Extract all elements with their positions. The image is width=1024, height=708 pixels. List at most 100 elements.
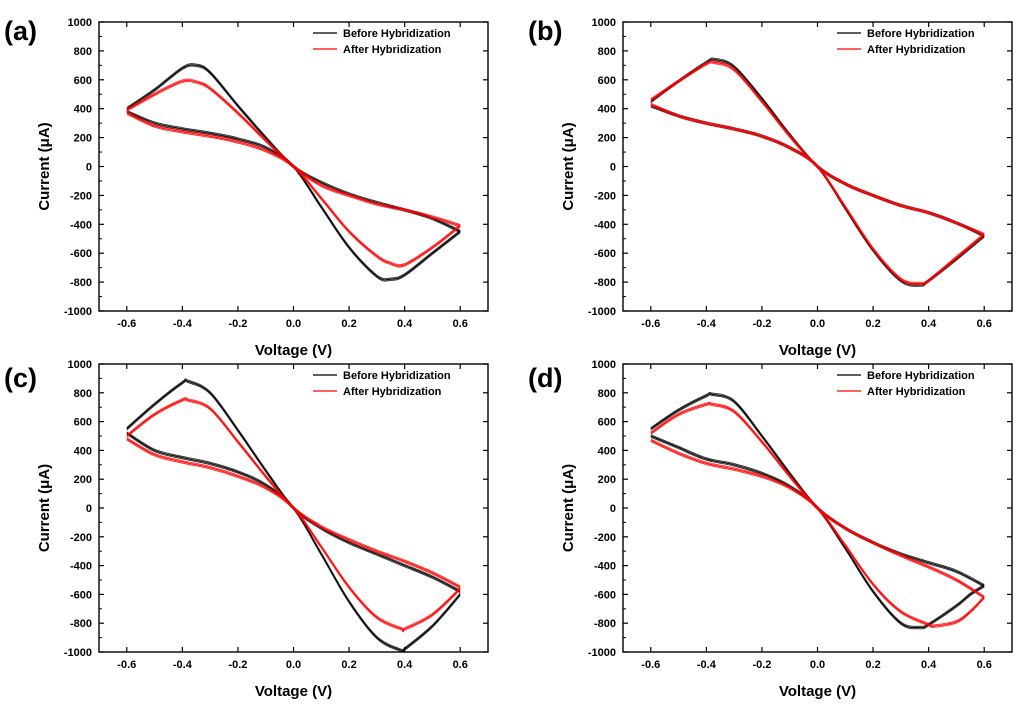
y-tick-label: -600: [70, 248, 92, 260]
panel-label: (b): [528, 16, 562, 46]
cv-forward-sweep: [126, 78, 461, 225]
cv-reverse-sweep: [650, 103, 985, 285]
y-axis-title: Current (μA): [560, 464, 577, 552]
cv-reverse-sweep: [650, 441, 985, 629]
x-tick-label: 0.0: [286, 318, 301, 330]
series-before: [650, 57, 985, 287]
cv-reverse-sweep: [126, 432, 461, 652]
series-after: [650, 59, 985, 286]
cv-reverse-sweep: [650, 439, 985, 627]
y-tick-label: -400: [70, 561, 92, 573]
cv-forward-sweep: [650, 57, 985, 236]
x-tick-label: 0.4: [397, 318, 413, 330]
cv-reverse-sweep: [650, 438, 985, 626]
cv-reverse-sweep: [650, 102, 985, 284]
cv-reverse-sweep: [650, 436, 985, 630]
cv-forward-sweep: [126, 399, 461, 589]
y-tick-label: 600: [598, 417, 616, 429]
x-tick-label: -0.4: [173, 318, 193, 330]
y-tick-label: -800: [70, 618, 92, 630]
y-tick-label: 800: [598, 388, 616, 400]
y-tick-label: 1000: [68, 17, 92, 29]
y-tick-label: 600: [74, 417, 92, 429]
legend-label: After Hybridization: [343, 44, 442, 56]
x-tick-label: 0.4: [397, 659, 413, 671]
y-tick-label: -200: [594, 190, 616, 202]
y-tick-label: 200: [74, 474, 92, 486]
cv-forward-sweep: [650, 61, 985, 235]
legend-label: Before Hybridization: [343, 370, 451, 382]
cv-reverse-sweep: [650, 105, 985, 286]
y-tick-label: -1000: [64, 647, 92, 659]
x-tick-label: -0.4: [173, 659, 193, 671]
x-tick-label: -0.2: [752, 318, 771, 330]
x-tick-label: -0.6: [641, 659, 660, 671]
y-tick-label: 400: [598, 104, 616, 116]
x-axis-title: Voltage (V): [255, 342, 332, 359]
series-after: [126, 396, 461, 633]
x-tick-label: 0.4: [921, 659, 937, 671]
y-tick-label: -400: [70, 219, 92, 231]
cv-forward-sweep: [126, 398, 461, 588]
x-tick-label: 0.2: [865, 318, 880, 330]
cv-forward-sweep: [650, 402, 985, 598]
x-tick-label: -0.2: [752, 659, 771, 671]
x-tick-label: -0.6: [117, 318, 136, 330]
cv-reverse-sweep: [126, 111, 461, 266]
y-tick-label: -1000: [588, 647, 616, 659]
cv-forward-sweep: [650, 59, 985, 238]
cv-reverse-sweep: [126, 112, 461, 282]
cv-reverse-sweep: [126, 113, 461, 268]
panel-label: (a): [4, 16, 37, 46]
x-tick-label: -0.4: [697, 318, 717, 330]
y-tick-label: 1000: [592, 359, 616, 371]
cv-forward-sweep: [650, 62, 985, 237]
y-tick-label: 0: [86, 162, 92, 174]
y-tick-label: 1000: [592, 17, 616, 29]
cv-reverse-sweep: [126, 431, 461, 652]
cv-forward-sweep: [126, 79, 461, 227]
series-before: [126, 378, 461, 652]
cv-reverse-sweep: [126, 111, 461, 281]
y-tick-label: 200: [74, 133, 92, 145]
y-tick-label: 400: [74, 104, 92, 116]
cv-reverse-sweep: [650, 105, 985, 286]
cv-reverse-sweep: [126, 109, 461, 280]
x-tick-label: 0.0: [286, 659, 301, 671]
y-tick-label: 200: [598, 133, 616, 145]
x-tick-label: 0.0: [810, 318, 825, 330]
cv-forward-sweep: [126, 379, 461, 592]
cv-forward-sweep: [126, 378, 461, 591]
cv-reverse-sweep: [650, 106, 985, 287]
panel-label: (c): [4, 363, 37, 393]
x-tick-label: 0.6: [453, 318, 468, 330]
y-tick-label: -800: [594, 618, 616, 630]
cv-forward-sweep: [650, 401, 985, 597]
cv-reverse-sweep: [126, 112, 461, 267]
y-tick-label: -200: [70, 190, 92, 202]
cv-reverse-sweep: [126, 439, 461, 633]
x-tick-label: 0.4: [921, 318, 937, 330]
x-tick-label: 0.6: [977, 659, 992, 671]
cv-forward-sweep: [650, 59, 985, 234]
panel-d: -1000 -800 -600 -400 -200 0 200 400 600 800 1000 -0…: [528, 359, 1013, 700]
y-tick-label: -1000: [64, 306, 92, 318]
series-before: [126, 63, 461, 282]
y-axis-title: Current (μA): [36, 464, 53, 552]
y-tick-label: 0: [86, 503, 92, 515]
series-after: [650, 401, 985, 629]
y-tick-label: 0: [610, 503, 616, 515]
y-axis-title: Current (μA): [560, 122, 577, 210]
x-tick-label: 0.6: [977, 318, 992, 330]
legend-label: Before Hybridization: [867, 370, 975, 382]
legend-label: After Hybridization: [867, 44, 966, 56]
cv-forward-sweep: [126, 64, 461, 232]
cv-forward-sweep: [650, 393, 985, 587]
panel-b: -1000 -800 -600 -400 -200 0 200 400 600 800 1000 -0…: [528, 16, 1013, 359]
cv-reverse-sweep: [126, 433, 461, 652]
x-tick-label: 0.2: [341, 659, 356, 671]
cv-forward-sweep: [650, 394, 985, 588]
cv-forward-sweep: [126, 63, 461, 231]
y-tick-label: 600: [598, 75, 616, 87]
